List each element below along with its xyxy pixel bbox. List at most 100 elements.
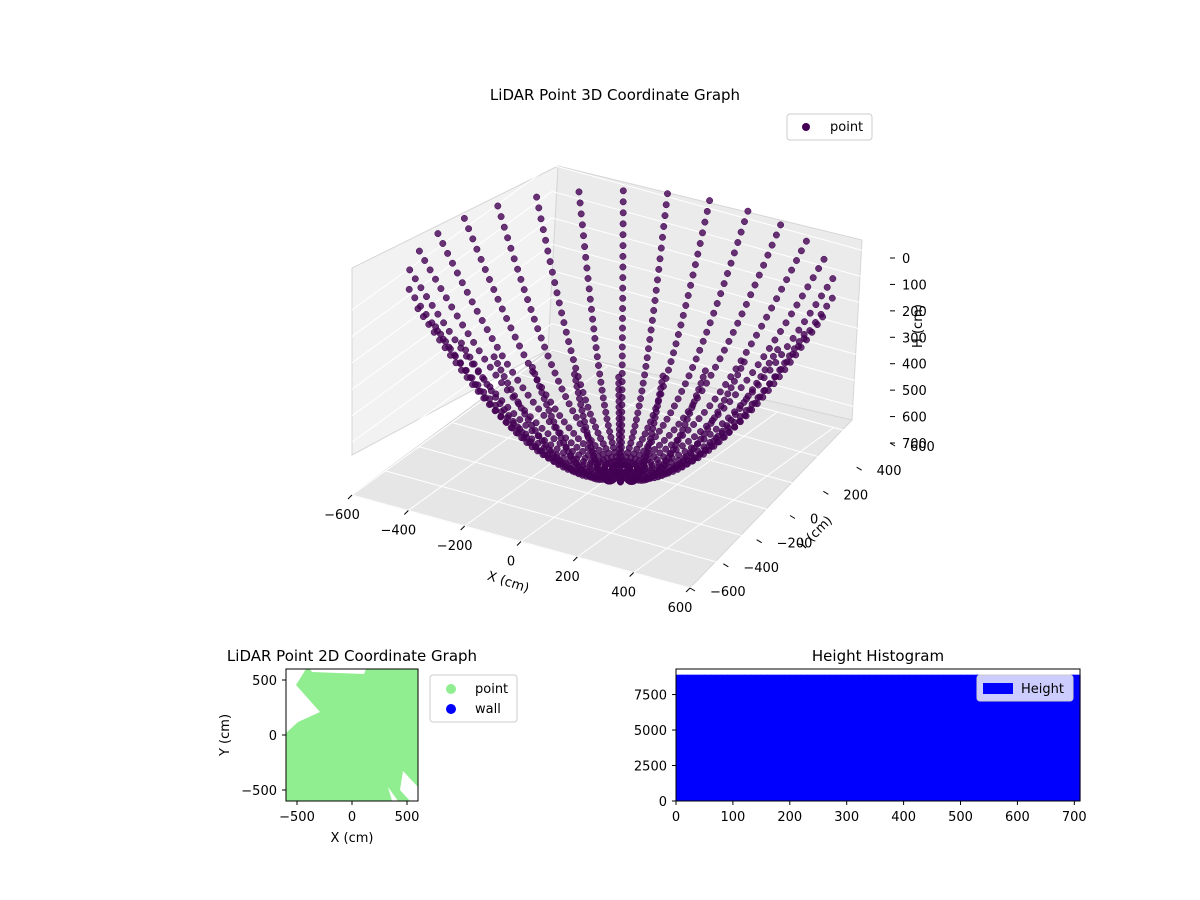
data-point <box>541 451 549 459</box>
legend-2d: point wall <box>429 674 518 723</box>
y-tick-label: 600 <box>910 440 935 455</box>
data-point <box>699 373 707 381</box>
data-point <box>683 415 691 423</box>
data-point <box>829 275 837 283</box>
data-point <box>535 432 543 440</box>
x-tick-label: 400 <box>611 586 636 601</box>
data-point <box>672 340 680 348</box>
data-point <box>558 309 566 317</box>
data-point <box>675 420 683 428</box>
data-point <box>615 379 623 387</box>
data-point <box>691 261 699 269</box>
histogram-bar <box>1028 674 1036 801</box>
z-tick-label: 200 <box>902 305 927 320</box>
data-point <box>657 384 665 392</box>
data-point <box>536 447 544 455</box>
data-point <box>432 275 439 283</box>
x-tick-label: 600 <box>668 601 693 616</box>
grid-line <box>551 270 891 365</box>
data-point <box>581 418 588 426</box>
histogram-bar <box>704 674 711 801</box>
data-point <box>493 343 501 351</box>
data-point <box>706 319 714 327</box>
data-point <box>806 327 814 335</box>
data-point <box>528 363 536 371</box>
data-point <box>618 334 626 342</box>
data-point <box>464 330 472 338</box>
data-point <box>707 419 715 427</box>
data-point <box>551 369 559 377</box>
coverage-gap-bottom-edge <box>388 787 398 801</box>
data-point <box>638 387 646 395</box>
data-point <box>585 285 593 293</box>
data-point <box>463 288 471 296</box>
data-point <box>439 240 447 247</box>
data-point <box>749 386 756 394</box>
plot-area-2d <box>286 669 418 801</box>
data-point <box>650 419 658 427</box>
data-point <box>509 368 517 376</box>
histogram-bar <box>1051 674 1058 801</box>
y-tick-label: 0 <box>659 795 667 810</box>
data-point <box>459 321 467 329</box>
data-point <box>772 231 780 239</box>
data-point <box>711 395 719 403</box>
data-point <box>520 286 528 294</box>
data-point <box>504 379 512 387</box>
data-point <box>581 243 589 251</box>
tick-mark <box>516 541 522 546</box>
data-point <box>519 384 527 392</box>
data-point <box>482 394 489 402</box>
data-point <box>567 439 575 447</box>
data-point <box>579 440 587 448</box>
z-tick-label: 500 <box>902 384 927 399</box>
data-point <box>662 445 670 453</box>
data-point <box>468 298 476 306</box>
data-point <box>760 353 768 361</box>
histogram-bar <box>738 674 745 801</box>
data-point <box>511 333 519 341</box>
data-point <box>646 336 654 343</box>
data-point <box>744 392 752 400</box>
data-point <box>789 334 797 342</box>
data-point <box>663 415 671 423</box>
data-point <box>578 221 586 229</box>
data-point <box>486 276 493 283</box>
data-point <box>536 382 543 390</box>
data-point <box>737 364 745 372</box>
data-point <box>768 304 776 312</box>
data-point <box>428 301 436 309</box>
histogram-bar <box>1074 674 1081 801</box>
data-point <box>417 284 425 292</box>
data-point <box>462 346 470 354</box>
data-point <box>534 325 542 333</box>
data-point <box>719 427 726 435</box>
data-point <box>406 266 414 274</box>
data-point <box>659 372 667 380</box>
data-point <box>446 345 454 353</box>
data-point <box>723 422 731 430</box>
data-point <box>828 294 836 302</box>
data-point <box>419 313 427 321</box>
data-point <box>558 385 566 393</box>
data-point <box>714 408 722 416</box>
data-point <box>584 403 592 411</box>
data-point <box>544 352 552 360</box>
data-point <box>740 358 748 366</box>
data-point <box>765 344 773 352</box>
data-point <box>720 280 728 288</box>
data-point <box>434 230 442 238</box>
coverage-gap-bottom-right <box>400 771 418 801</box>
legend-hist: Height <box>976 674 1074 702</box>
data-point <box>793 301 801 309</box>
data-point <box>560 418 568 426</box>
data-point <box>518 428 526 436</box>
data-point <box>809 274 817 282</box>
histogram-bar <box>926 674 933 801</box>
histogram-bar <box>875 674 882 801</box>
data-point <box>692 355 700 363</box>
y-tick-label: 0 <box>269 729 277 744</box>
data-point <box>686 409 694 417</box>
grid-line <box>351 349 553 496</box>
data-point <box>494 202 502 210</box>
